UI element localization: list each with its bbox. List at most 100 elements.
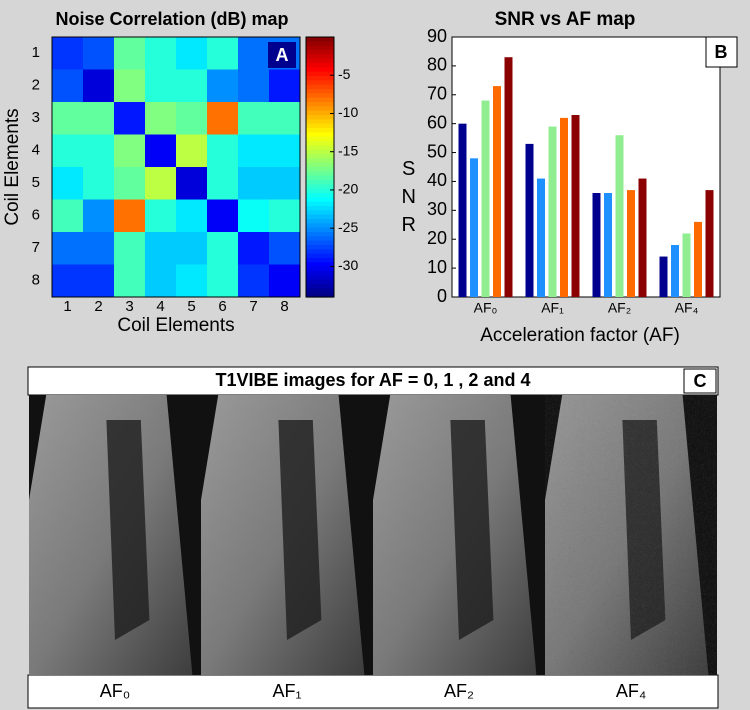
heat-cell (145, 69, 177, 103)
image-label: AF₂ (444, 681, 474, 701)
colorbar-tick-label: -5 (338, 66, 351, 82)
colorbar-swatch (306, 245, 334, 250)
heat-cell (269, 199, 301, 233)
bar (682, 233, 691, 297)
colorbar-swatch (306, 227, 334, 233)
y-tick-label: 40 (427, 170, 447, 190)
x-tick-label: 6 (218, 298, 226, 315)
colorbar-swatch (306, 58, 334, 64)
bar (659, 256, 668, 297)
colorbar-swatch (306, 279, 334, 285)
bar (525, 143, 534, 297)
heat-cell (207, 37, 239, 70)
colorbar-tick-label: -30 (338, 257, 358, 273)
y-tick-label: 6 (32, 207, 40, 224)
bar (627, 190, 635, 297)
colorbar-swatch (306, 54, 334, 60)
colorbar-tick-label: -20 (338, 181, 358, 197)
bar (592, 193, 601, 297)
colorbar-swatch (306, 67, 334, 73)
heat-cell (114, 69, 146, 103)
mri-shadow (106, 420, 150, 640)
bar (470, 158, 478, 297)
colorbar-swatch (306, 93, 334, 99)
x-tick-label: 7 (249, 298, 257, 315)
heat-cell (207, 264, 239, 298)
colorbar-swatch (306, 132, 334, 138)
colorbar-tick-label: -15 (338, 142, 358, 158)
images-title: T1VIBE images for AF = 0, 1 , 2 and 4 (216, 370, 531, 390)
colorbar-swatch (306, 175, 334, 181)
heatmap-panel: Noise Correlation (dB) map 1 2 3 4 5 6 7 8 1 2 3 4 5 6… (2, 9, 358, 336)
colorbar-swatch (306, 201, 334, 207)
bar (537, 178, 545, 297)
plot-frame (51, 36, 301, 298)
heat-cell (83, 37, 115, 70)
heat-cell (238, 69, 270, 103)
panel-label: A (276, 45, 289, 65)
panel-label: B (715, 42, 728, 62)
bar (694, 221, 702, 297)
heat-cell (52, 37, 84, 70)
heat-cell (207, 134, 239, 168)
heat-cell (238, 102, 270, 135)
panel-label-box (705, 36, 738, 68)
bar (638, 178, 647, 297)
colorbar-swatch (306, 154, 334, 159)
y-tick-label: 30 (427, 199, 447, 219)
heat-cell (145, 37, 177, 70)
y-tick-label: 90 (427, 26, 447, 46)
colorbar-swatch (306, 180, 334, 185)
heat-cell (145, 264, 177, 298)
heat-cell (145, 232, 177, 265)
heat-cell (207, 199, 239, 233)
x-tick-label: 4 (156, 298, 164, 315)
image-panel: T1VIBE images for AF = 0, 1 , 2 and 4 C … (27, 366, 719, 709)
colorbar-swatch (306, 41, 334, 47)
colorbar-swatch (306, 102, 334, 107)
y-tick-label: 0 (437, 286, 447, 306)
heat-cell (83, 134, 115, 168)
heat-cell (114, 37, 146, 70)
colorbar-swatch (306, 115, 334, 120)
y-tick-label: 5 (32, 174, 40, 191)
heat-cell (238, 37, 270, 70)
colorbar-tick-label: -25 (338, 219, 358, 235)
colorbar-swatch (306, 275, 334, 281)
mri-background (373, 395, 545, 675)
colorbar-swatch (306, 162, 334, 168)
heat-cell (238, 199, 270, 233)
heat-cell (145, 167, 177, 200)
heat-cell (176, 232, 208, 265)
bar (671, 245, 679, 297)
y-tick-label: 2 (32, 77, 40, 94)
x-tick-label: 8 (280, 298, 288, 315)
colorbar-swatch (306, 232, 334, 237)
bar (604, 193, 612, 297)
mri-shadow (450, 420, 494, 640)
bar (481, 100, 490, 297)
colorbar-swatch (306, 292, 334, 298)
heat-cell (207, 167, 239, 200)
mri-background (29, 395, 201, 675)
heat-cell (238, 134, 270, 168)
y-axis-label: SNR (398, 158, 420, 242)
heat-cell (114, 167, 146, 200)
colorbar-swatch (306, 214, 334, 220)
heat-cell (114, 134, 146, 168)
heat-cell (176, 199, 208, 233)
colorbar-swatch (306, 236, 334, 242)
colorbar-swatch (306, 149, 334, 155)
heat-cell (52, 199, 84, 233)
colorbar-swatch (306, 136, 334, 142)
y-tick-label: 50 (427, 141, 447, 161)
y-tick-label: 60 (427, 112, 447, 132)
heat-cell (207, 232, 239, 265)
x-tick-label: AF₀ (474, 300, 498, 316)
mri-background (201, 395, 373, 675)
panel-label: C (694, 371, 707, 391)
colorbar-swatch (306, 80, 334, 86)
colorbar-swatch (306, 50, 334, 55)
heat-cell (238, 167, 270, 200)
y-tick-label: 7 (32, 239, 40, 256)
